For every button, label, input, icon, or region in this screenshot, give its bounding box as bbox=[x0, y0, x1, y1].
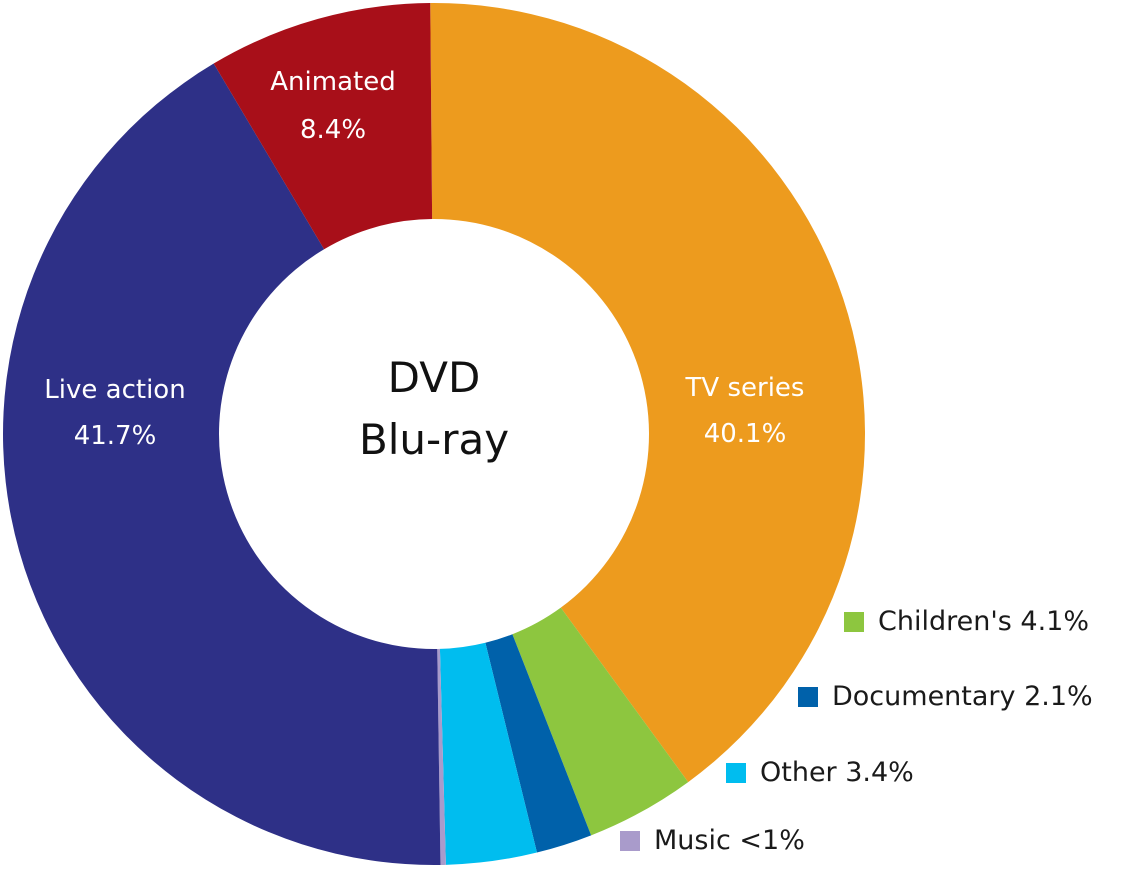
slice-label-live-action-value: 41.7% bbox=[74, 421, 157, 451]
slice-label-animated-name: Animated bbox=[270, 67, 395, 97]
center-label-line1: DVD bbox=[388, 353, 481, 402]
legend-item-other: Other 3.4% bbox=[726, 757, 914, 788]
legend-item-music: Music <1% bbox=[620, 825, 805, 856]
legend-label-other: Other 3.4% bbox=[760, 757, 914, 788]
legend-swatch-documentary bbox=[798, 686, 818, 707]
slice-live-action bbox=[2, 63, 441, 866]
slice-tv-series bbox=[430, 3, 865, 783]
slice-animated bbox=[213, 3, 433, 250]
donut-slices bbox=[2, 3, 865, 866]
legend-swatch-childrens bbox=[844, 611, 864, 632]
legend-label-childrens: Children's 4.1% bbox=[878, 606, 1090, 637]
slice-label-animated-value: 8.4% bbox=[300, 115, 366, 145]
slice-label-tv-series-name: TV series bbox=[685, 373, 805, 403]
slice-label-tv-series-value: 40.1% bbox=[704, 419, 787, 449]
slice-other bbox=[439, 642, 537, 865]
legend-item-documentary: Documentary 2.1% bbox=[798, 681, 1093, 712]
legend-item-childrens: Children's 4.1% bbox=[844, 606, 1089, 637]
legend-label-music: Music <1% bbox=[654, 825, 805, 856]
legend-swatch-other bbox=[726, 762, 746, 783]
legend-label-documentary: Documentary 2.1% bbox=[832, 681, 1093, 712]
slice-music bbox=[437, 648, 446, 865]
slice-label-live-action-name: Live action bbox=[44, 375, 185, 405]
center-label-line2: Blu-ray bbox=[359, 415, 509, 464]
legend-swatch-music bbox=[620, 830, 640, 851]
slice-children-s bbox=[512, 607, 689, 836]
slice-documentary bbox=[485, 634, 592, 853]
